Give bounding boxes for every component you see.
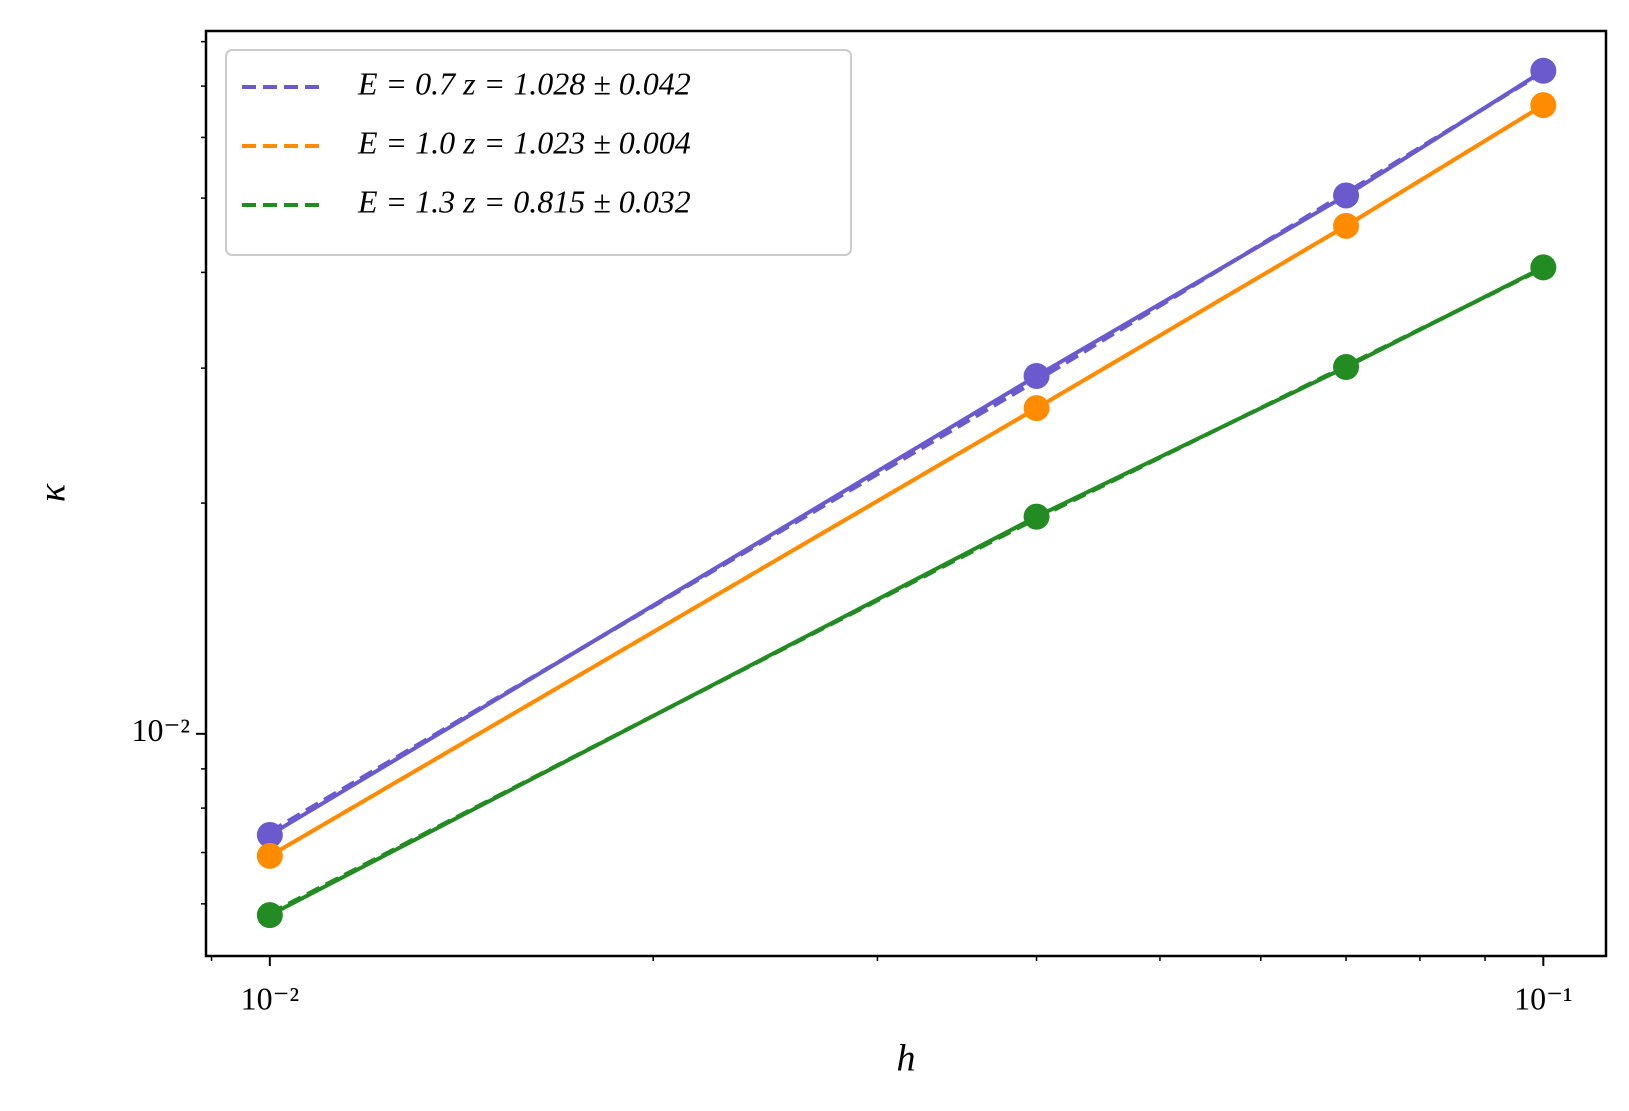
marker — [1333, 354, 1360, 381]
x-axis-label: h — [897, 1038, 916, 1080]
legend-box — [225, 49, 852, 256]
marker — [1530, 57, 1557, 84]
x-tick-label: 10⁻² — [241, 980, 299, 1016]
marker — [1530, 254, 1557, 281]
marker — [256, 821, 283, 848]
plot-frame — [204, 29, 1608, 958]
y-tick-label: 10⁻² — [132, 712, 190, 748]
marker — [1333, 212, 1360, 239]
series-line — [268, 103, 1545, 858]
y-axis-label: κ — [32, 483, 74, 502]
legend-label: E = 1.0 z = 1.023 ± 0.004 — [357, 124, 691, 160]
legend-label: E = 0.7 z = 1.028 ± 0.042 — [357, 65, 691, 101]
marker — [1023, 362, 1050, 389]
marker — [1530, 92, 1557, 119]
marker — [1023, 395, 1050, 422]
marker — [256, 902, 283, 929]
legend-label: E = 1.3 z = 0.815 ± 0.032 — [357, 183, 691, 219]
marker — [1333, 182, 1360, 209]
series-line — [268, 69, 1545, 837]
marker — [256, 842, 283, 869]
series-line — [268, 265, 1545, 917]
x-tick-label: 10⁻¹ — [1514, 980, 1572, 1016]
marker — [1023, 503, 1050, 530]
